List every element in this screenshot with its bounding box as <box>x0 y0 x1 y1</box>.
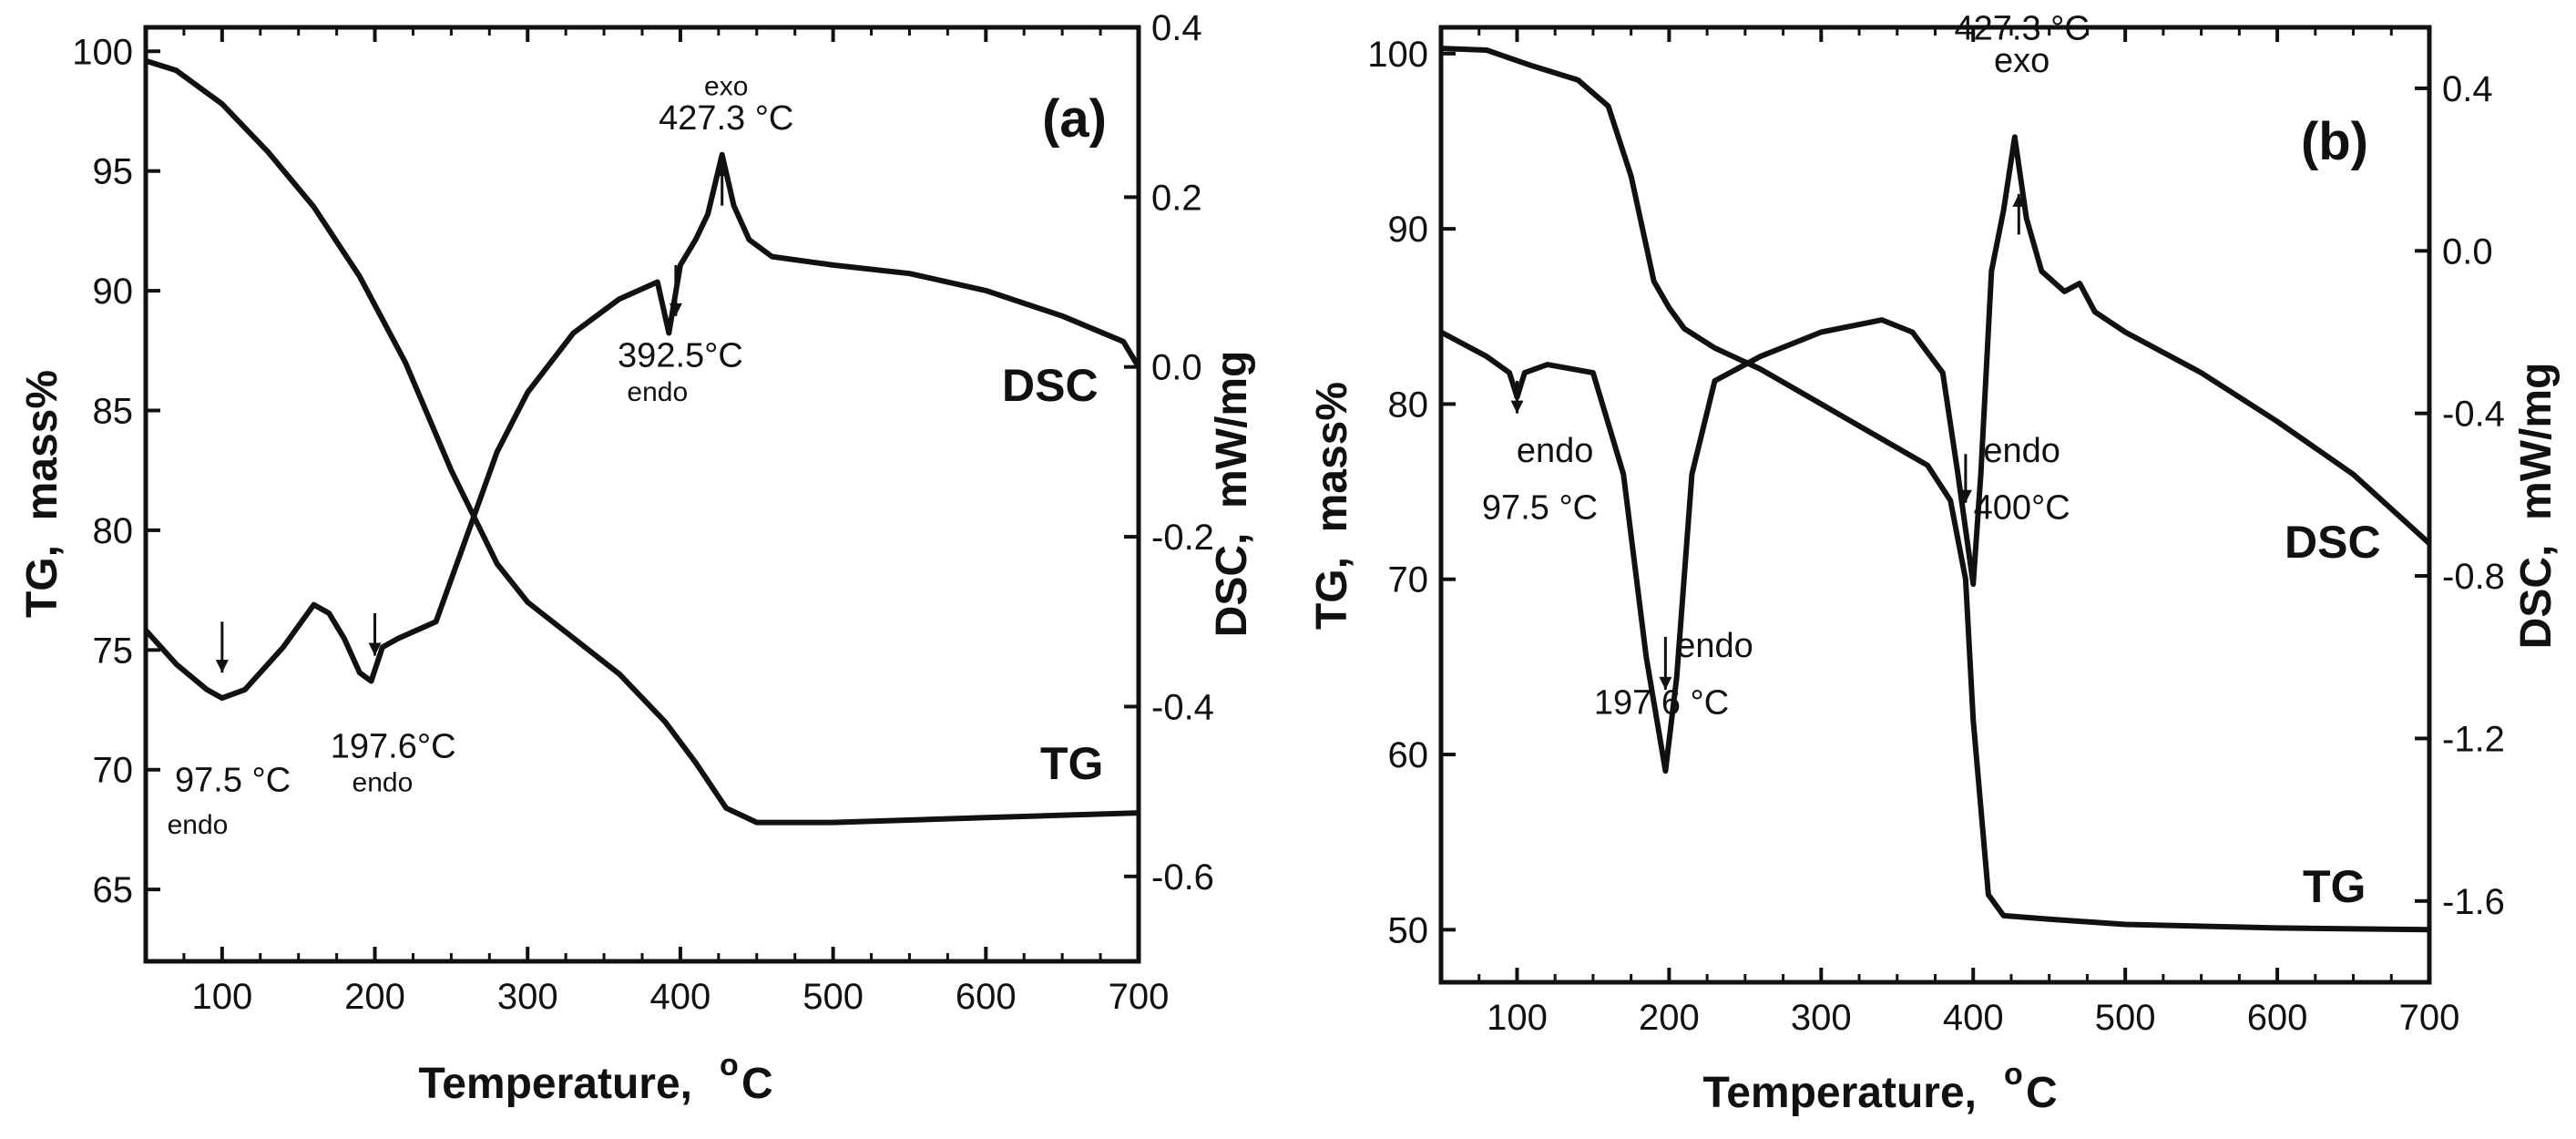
x-tick-label: 600 <box>956 977 1017 1017</box>
y-axis-right-label-a: DSC, mW/mg <box>1208 351 1256 638</box>
series-tg-line-a <box>145 57 1140 826</box>
x-tick-label: 600 <box>2247 998 2308 1038</box>
y-left-tick-label: 75 <box>93 631 134 671</box>
annotation-a-exo-word: exo <box>704 72 748 102</box>
y-left-tick-label: 70 <box>93 751 134 791</box>
y-left-tick-label: 50 <box>1388 910 1429 950</box>
y-left-tick-label: 90 <box>1388 210 1429 250</box>
arrow-head <box>1659 676 1672 690</box>
y-left-tick-label: 100 <box>72 32 133 72</box>
x-tick-label: 700 <box>2399 998 2460 1038</box>
annotation-b-endo197-temp: 197.6 °C <box>1594 684 1729 723</box>
axes-ticks-a: 100 200 300 400 500 600 700 65 70 75 80 85 90 95 100 -0… <box>72 8 1214 1017</box>
y-right-tick-label: 0.0 <box>2442 231 2493 272</box>
arrow-head <box>2012 193 2026 207</box>
arrow-head <box>215 660 229 673</box>
y-left-tick-label: 80 <box>1388 385 1429 425</box>
x-tick-label: 100 <box>1487 998 1548 1038</box>
y-axis-left-label-b: TG, mass% <box>1308 382 1356 630</box>
y-right-tick-label: -0.2 <box>1151 518 1214 558</box>
x-axis-label-sup-a: o <box>720 1048 739 1083</box>
chart-panel-b: 100 200 300 400 500 600 700 50 60 70 80 90 100 -1.6 -1… <box>1308 9 2561 1117</box>
y-right-tick-label: -0.8 <box>2442 557 2505 597</box>
x-tick-label: 700 <box>1109 977 1170 1017</box>
curve-label-tg-b: TG <box>2303 861 2366 912</box>
curve-label-dsc-a: DSC <box>1002 360 1099 411</box>
chart-panel-a: 100 200 300 400 500 600 700 65 70 75 80 85 90 95 100 -0… <box>18 8 1256 1108</box>
y-right-tick-label: -0.4 <box>1151 687 1214 727</box>
curve-label-dsc-b: DSC <box>2285 517 2381 568</box>
annotation-a-endo97-temp: 97.5 °C <box>175 762 291 800</box>
annotation-b-endo97-temp: 97.5 °C <box>1482 489 1598 528</box>
x-tick-label: 300 <box>1791 998 1852 1038</box>
x-axis-label-text-b: Temperature, <box>1702 1069 1977 1117</box>
annotation-a-endo197-temp: 197.6°C <box>331 727 456 765</box>
arrow-head <box>669 303 682 316</box>
annotation-a-endo197-word: endo <box>353 768 414 798</box>
x-tick-label: 500 <box>802 977 864 1017</box>
annotation-a-endo392-temp: 392.5°C <box>618 337 743 375</box>
x-tick-label: 200 <box>1639 998 1700 1038</box>
annotation-a-endo97-word: endo <box>168 810 229 840</box>
annotation-b-endo197-word: endo <box>1676 627 1753 665</box>
arrow-head <box>715 163 729 177</box>
y-left-tick-label: 70 <box>1388 560 1429 600</box>
series-dsc-line-a <box>143 151 1141 702</box>
y-left-tick-label: 95 <box>93 152 134 192</box>
panel-label-b: (b) <box>2301 112 2368 171</box>
y-left-tick-label: 90 <box>93 272 134 312</box>
y-right-tick-label: 0.4 <box>1151 8 1202 48</box>
arrow-head <box>1510 400 1524 414</box>
curve-label-tg-a: TG <box>1040 738 1103 789</box>
y-left-tick-label: 80 <box>93 511 134 551</box>
y-right-tick-label: -0.4 <box>2442 395 2505 435</box>
series-dsc-line-b <box>1439 134 2432 775</box>
arrow-head <box>368 642 382 656</box>
x-tick-label: 200 <box>344 977 405 1017</box>
annotation-b-endo400-temp: 400°C <box>1974 489 2070 528</box>
x-axis-label-sup-b: o <box>2004 1057 2023 1092</box>
annotation-b-endo400-word: endo <box>1983 432 2060 470</box>
y-left-tick-label: 60 <box>1388 735 1429 775</box>
x-axis-label-b: Temperature, o C <box>1702 1057 2057 1117</box>
annotation-b-exo-word: exo <box>1994 42 2050 80</box>
annotation-b-exo-temp: 427.3 °C <box>1954 9 2089 47</box>
panel-label-a: (a) <box>1042 89 1107 149</box>
series-group-a <box>143 57 1141 826</box>
x-tick-label: 300 <box>497 977 558 1017</box>
x-tick-label: 100 <box>191 977 252 1017</box>
x-axis-label-unit-a: C <box>741 1060 773 1108</box>
annotation-a-exo-temp: 427.3 °C <box>659 99 793 138</box>
y-right-tick-label: 0.4 <box>2442 69 2493 109</box>
x-axis-label-a: Temperature, o C <box>418 1048 772 1108</box>
plot-frame-a <box>143 25 1141 964</box>
y-left-tick-label: 65 <box>93 870 134 910</box>
y-right-tick-label: -1.6 <box>2442 882 2505 922</box>
arrow-head <box>1958 489 1972 503</box>
axes-ticks-b: 100 200 300 400 500 600 700 50 60 70 80 90 100 -1.6 -1… <box>1367 27 2505 1038</box>
y-right-tick-label: 0.0 <box>1151 348 1202 388</box>
x-axis-label-text-a: Temperature, <box>418 1060 692 1108</box>
y-axis-left-label-a: TG, mass% <box>18 370 66 618</box>
series-group-b <box>1439 46 2432 933</box>
x-tick-label: 400 <box>650 977 711 1017</box>
y-right-tick-label: -1.2 <box>2442 719 2505 759</box>
x-tick-label: 400 <box>1943 998 2004 1038</box>
y-left-tick-label: 85 <box>93 392 134 432</box>
x-axis-label-unit-b: C <box>2026 1069 2058 1117</box>
y-axis-right-label-b: DSC, mW/mg <box>2512 363 2561 650</box>
annotation-a-endo392-word: endo <box>627 377 688 407</box>
y-right-tick-label: -0.6 <box>1151 857 1214 898</box>
y-right-tick-label: 0.2 <box>1151 178 1202 218</box>
annotation-b-endo97-word: endo <box>1517 432 1594 470</box>
y-left-tick-label: 100 <box>1367 35 1428 75</box>
series-tg-line-b <box>1440 46 2430 933</box>
x-tick-label: 500 <box>2095 998 2156 1038</box>
